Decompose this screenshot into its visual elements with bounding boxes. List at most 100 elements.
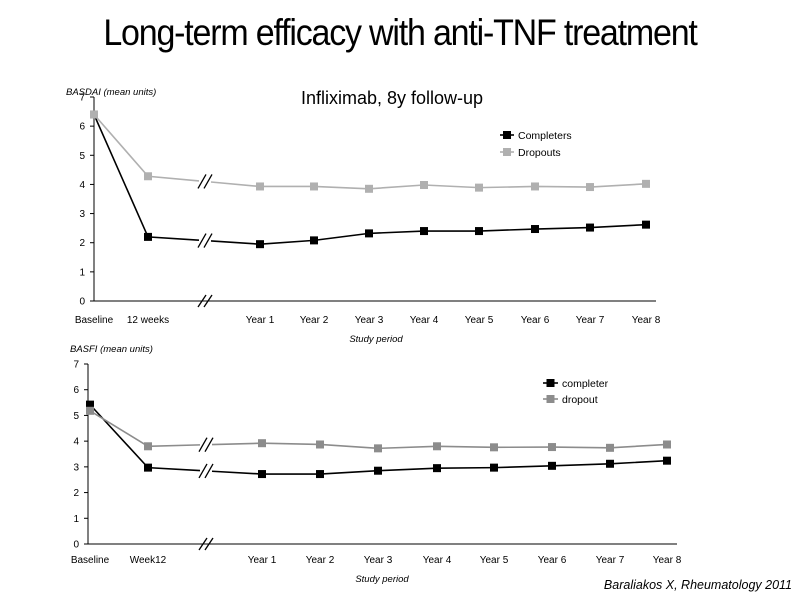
data-point-dropouts xyxy=(90,110,98,119)
x-axis-label: Study period xyxy=(355,574,409,585)
axis-break-mark xyxy=(204,537,214,551)
y-tick-label: 4 xyxy=(73,437,79,448)
data-point-completers xyxy=(642,220,650,229)
data-point-completer xyxy=(144,463,152,472)
page-title: Long-term efficacy with anti-TNF treatme… xyxy=(103,12,698,54)
data-point-dropouts xyxy=(586,183,594,192)
y-tick-label: 5 xyxy=(73,411,79,422)
legend-marker xyxy=(503,148,511,156)
y-tick-label: 3 xyxy=(73,462,79,473)
x-tick-label: Year 3 xyxy=(364,555,393,566)
y-axis-label: BASFI (mean units) xyxy=(70,344,153,355)
data-point-dropouts xyxy=(531,182,539,191)
data-point-dropouts xyxy=(642,179,650,188)
x-tick-label: Baseline xyxy=(71,555,110,566)
data-point-completer xyxy=(86,400,94,409)
data-point-dropout xyxy=(663,440,671,449)
data-point-completer xyxy=(374,466,382,475)
x-tick-label: Year 5 xyxy=(465,315,494,326)
data-point-dropout xyxy=(548,443,556,452)
legend-marker xyxy=(546,379,555,387)
data-point-completers xyxy=(420,227,428,236)
x-tick-label: Year 2 xyxy=(306,555,335,566)
data-point-completer xyxy=(258,470,266,479)
citation: Baraliakos X, Rheumatology 2011 xyxy=(603,578,792,592)
x-tick-label: Year 6 xyxy=(521,315,550,326)
series-break-mark xyxy=(198,437,208,453)
legend-label: completer xyxy=(562,378,609,390)
x-tick-label: Year 2 xyxy=(300,315,329,326)
data-point-completers xyxy=(475,227,483,236)
data-point-completer xyxy=(548,461,556,470)
y-tick-label: 1 xyxy=(79,267,85,278)
data-point-dropout xyxy=(374,444,382,453)
data-point-dropout xyxy=(490,443,498,452)
x-tick-label: Year 4 xyxy=(423,555,452,566)
y-tick-label: 0 xyxy=(73,540,79,551)
y-tick-label: 4 xyxy=(79,180,85,191)
y-tick-label: 2 xyxy=(79,238,85,249)
series-line-segment xyxy=(89,410,201,448)
y-tick-label: 7 xyxy=(79,93,85,104)
x-tick-label: 12 weeks xyxy=(127,315,169,326)
x-tick-label: Year 6 xyxy=(538,555,567,566)
legend-marker xyxy=(546,395,555,403)
axis-break-mark xyxy=(198,537,208,551)
legend-label: dropout xyxy=(562,394,598,406)
data-point-completer xyxy=(490,463,498,472)
y-tick-label: 6 xyxy=(73,385,79,396)
x-tick-label: Year 8 xyxy=(632,315,661,326)
y-tick-label: 5 xyxy=(79,151,85,162)
legend-label: Dropouts xyxy=(518,147,561,159)
data-point-completers xyxy=(531,225,539,234)
series-break-mark xyxy=(203,233,213,248)
data-point-dropouts xyxy=(310,182,318,191)
data-point-dropout xyxy=(433,442,441,451)
x-tick-label: Year 4 xyxy=(410,315,439,326)
series-break-mark xyxy=(204,463,214,479)
data-point-dropouts xyxy=(144,172,152,181)
y-tick-label: 6 xyxy=(79,122,85,133)
x-tick-label: Year 1 xyxy=(248,555,277,566)
y-tick-label: 2 xyxy=(73,488,79,499)
data-point-completers xyxy=(586,223,594,232)
axis-break-mark xyxy=(197,294,207,308)
legend-marker xyxy=(503,131,511,139)
y-tick-label: 0 xyxy=(79,297,85,308)
x-tick-label: Year 1 xyxy=(246,315,275,326)
y-axis-label: BASDAI (mean units) xyxy=(66,87,156,98)
data-point-dropouts xyxy=(420,181,428,190)
data-point-dropouts xyxy=(475,183,483,192)
data-point-dropout xyxy=(258,439,266,448)
x-tick-label: Year 8 xyxy=(653,555,682,566)
y-tick-label: 7 xyxy=(73,360,79,371)
data-point-dropout xyxy=(316,440,324,449)
data-point-completer xyxy=(663,456,671,465)
data-point-dropouts xyxy=(365,184,373,193)
x-tick-label: Year 5 xyxy=(480,555,509,566)
series-break-mark xyxy=(198,463,208,479)
data-point-completer xyxy=(433,464,441,473)
data-point-completers xyxy=(310,236,318,245)
series-break-mark xyxy=(197,174,207,189)
x-tick-label: Baseline xyxy=(75,315,114,326)
series-line-segment xyxy=(89,404,201,472)
legend-label: Completers xyxy=(518,130,572,142)
data-point-completer xyxy=(316,470,324,479)
x-tick-label: Week12 xyxy=(130,555,167,566)
data-point-dropouts xyxy=(256,182,264,191)
x-tick-label: Year 7 xyxy=(576,315,605,326)
axis-break-mark xyxy=(203,294,213,308)
data-point-dropout xyxy=(606,443,614,452)
data-point-dropout xyxy=(144,442,152,451)
series-break-mark xyxy=(197,233,207,248)
data-point-dropout xyxy=(86,406,94,415)
x-tick-label: Year 7 xyxy=(596,555,625,566)
series-break-mark xyxy=(204,437,214,453)
series-break-mark xyxy=(203,174,213,189)
y-tick-label: 3 xyxy=(79,209,85,220)
data-point-completers xyxy=(365,229,373,238)
data-point-completers xyxy=(144,232,152,241)
